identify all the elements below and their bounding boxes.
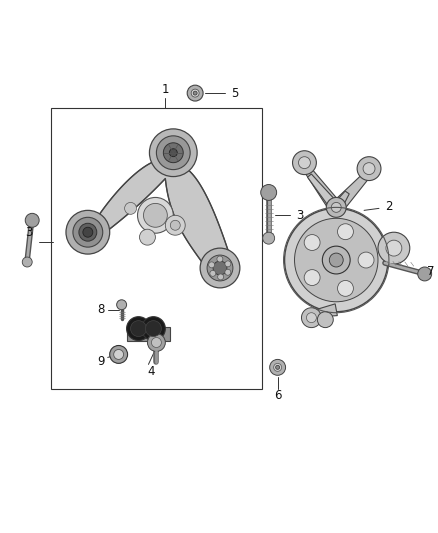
Text: 9: 9 — [97, 355, 105, 368]
Circle shape — [83, 227, 93, 237]
Circle shape — [225, 269, 231, 275]
Circle shape — [141, 317, 165, 341]
Circle shape — [144, 204, 167, 227]
Bar — [51, 108, 262, 389]
Ellipse shape — [81, 219, 93, 246]
Text: 3: 3 — [296, 209, 303, 222]
Circle shape — [187, 85, 203, 101]
Circle shape — [73, 217, 103, 247]
Ellipse shape — [83, 221, 90, 243]
Polygon shape — [309, 304, 337, 318]
Circle shape — [358, 252, 374, 268]
Circle shape — [338, 280, 353, 296]
Circle shape — [261, 184, 277, 200]
Circle shape — [170, 149, 177, 157]
Circle shape — [110, 345, 127, 364]
Circle shape — [156, 136, 190, 169]
Circle shape — [170, 220, 180, 230]
Circle shape — [124, 203, 137, 214]
Circle shape — [213, 261, 227, 275]
Circle shape — [66, 211, 110, 254]
Text: 2: 2 — [385, 200, 392, 213]
Circle shape — [127, 317, 150, 341]
Circle shape — [163, 143, 183, 163]
Circle shape — [386, 240, 402, 256]
Text: 4: 4 — [148, 365, 155, 378]
Bar — [127, 327, 170, 341]
Text: 3: 3 — [25, 225, 33, 239]
Circle shape — [191, 89, 199, 97]
Circle shape — [331, 203, 341, 212]
Circle shape — [318, 312, 333, 328]
Circle shape — [207, 255, 233, 281]
Polygon shape — [302, 164, 342, 213]
Circle shape — [276, 365, 279, 369]
Circle shape — [22, 257, 32, 267]
Circle shape — [326, 197, 346, 217]
Circle shape — [149, 129, 197, 176]
Text: 5: 5 — [231, 86, 239, 100]
Circle shape — [200, 248, 240, 288]
Circle shape — [218, 274, 224, 280]
Circle shape — [304, 235, 320, 251]
Circle shape — [131, 321, 146, 336]
Circle shape — [293, 151, 316, 175]
Text: 8: 8 — [97, 303, 104, 316]
Circle shape — [140, 229, 155, 245]
Text: 1: 1 — [162, 83, 169, 95]
Circle shape — [363, 163, 375, 175]
Polygon shape — [307, 174, 340, 212]
Circle shape — [148, 334, 165, 351]
Circle shape — [138, 197, 173, 233]
Circle shape — [210, 270, 216, 276]
Circle shape — [357, 157, 381, 181]
Circle shape — [329, 253, 343, 267]
Polygon shape — [331, 170, 371, 213]
Circle shape — [378, 232, 410, 264]
Circle shape — [304, 270, 320, 286]
Circle shape — [263, 232, 275, 244]
Circle shape — [338, 224, 353, 240]
Circle shape — [25, 213, 39, 227]
Circle shape — [165, 215, 185, 235]
Circle shape — [307, 313, 316, 322]
Text: 7: 7 — [427, 265, 434, 278]
Text: 6: 6 — [274, 389, 281, 402]
Circle shape — [217, 256, 223, 262]
Circle shape — [225, 261, 231, 267]
Circle shape — [294, 219, 378, 302]
Circle shape — [145, 321, 161, 336]
Circle shape — [322, 246, 350, 274]
Circle shape — [193, 91, 197, 95]
Polygon shape — [332, 191, 349, 211]
Circle shape — [114, 350, 124, 359]
Circle shape — [117, 300, 127, 310]
Polygon shape — [93, 159, 230, 282]
Circle shape — [152, 337, 161, 348]
Circle shape — [274, 364, 282, 372]
Circle shape — [285, 208, 388, 312]
Circle shape — [79, 223, 97, 241]
Circle shape — [208, 262, 215, 268]
Circle shape — [298, 157, 311, 168]
Circle shape — [301, 308, 321, 328]
Circle shape — [270, 359, 286, 375]
Circle shape — [418, 267, 431, 281]
